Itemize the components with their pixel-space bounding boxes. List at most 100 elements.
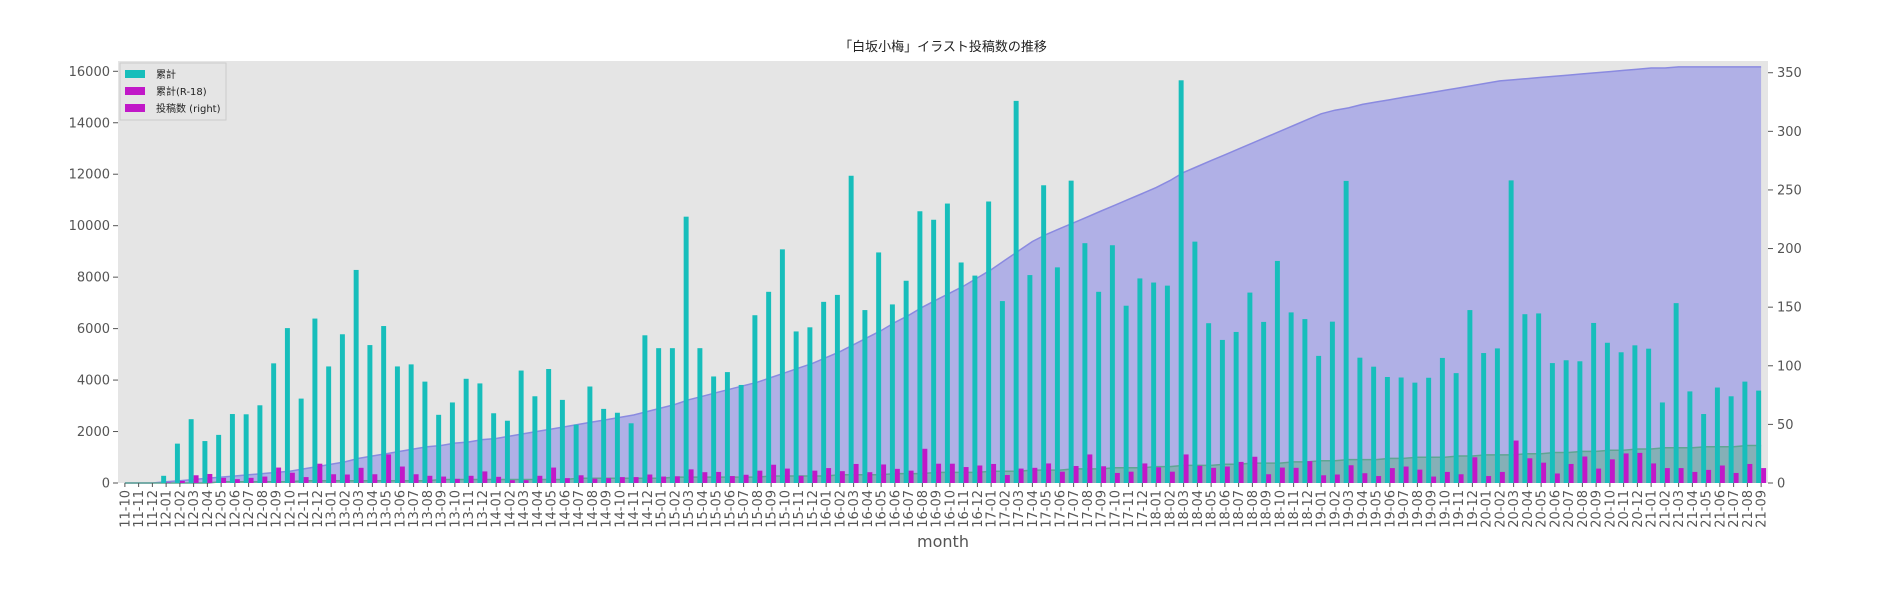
x-tick-label: 16-10 — [943, 490, 958, 528]
bar-r18-13-03 — [358, 467, 364, 483]
bar-r18-14-06 — [564, 478, 570, 483]
bar-r18-18-10 — [1279, 467, 1285, 483]
bar-total-17-12 — [1137, 278, 1143, 483]
bar-r18-12-06 — [234, 479, 240, 483]
bar-r18-16-10 — [949, 463, 955, 483]
bar-total-12-04 — [202, 441, 208, 483]
x-tick-label: 13-02 — [338, 490, 353, 528]
bar-r18-18-01 — [1156, 467, 1162, 483]
bar-total-14-02 — [504, 420, 510, 483]
bar-total-18-10 — [1274, 260, 1280, 483]
bar-r18-21-02 — [1664, 468, 1670, 483]
x-tick-label: 18-06 — [1218, 490, 1233, 528]
bar-r18-19-09 — [1431, 476, 1437, 483]
bar-total-21-03 — [1673, 303, 1679, 483]
y-tick-label: 0 — [102, 477, 110, 492]
bar-r18-20-11 — [1623, 453, 1629, 483]
x-tick-label: 17-11 — [1122, 490, 1137, 528]
bar-total-14-03 — [518, 370, 524, 483]
bar-total-14-07 — [573, 424, 579, 483]
x-tick-label: 12-04 — [201, 490, 216, 528]
x-tick-label: 20-07 — [1562, 490, 1577, 528]
x-tick-label: 18-10 — [1273, 490, 1288, 528]
bar-r18-18-03 — [1183, 454, 1189, 483]
x-tick-label: 20-08 — [1576, 490, 1591, 528]
x-tick-label: 12-05 — [215, 490, 230, 528]
x-tick-label: 17-06 — [1053, 490, 1068, 528]
bar-total-20-07 — [1563, 360, 1569, 483]
x-tick-label: 16-04 — [861, 490, 876, 528]
bar-total-15-09 — [766, 291, 772, 483]
y-tick-label: 16000 — [69, 65, 110, 80]
bar-r18-16-01 — [826, 468, 832, 483]
y-tick-label: 10000 — [69, 219, 110, 234]
bar-total-16-02 — [834, 294, 840, 483]
x-tick-label: 13-09 — [435, 490, 450, 528]
bar-total-19-06 — [1384, 376, 1390, 483]
area-series-total — [124, 66, 1762, 484]
x-tick-label: 12-02 — [173, 490, 188, 528]
bar-r18-12-04 — [207, 473, 213, 483]
bar-r18-13-05 — [386, 454, 392, 483]
bar-total-16-11 — [958, 262, 964, 483]
bar-r18-14-11 — [633, 477, 639, 483]
bar-total-21-05 — [1701, 414, 1707, 483]
y2-tick-label: 100 — [1777, 359, 1802, 374]
x-tick-label: 11-10 — [118, 490, 133, 528]
bar-r18-15-11 — [798, 475, 804, 483]
x-tick-label: 15-08 — [751, 490, 766, 528]
x-tick-label: 14-08 — [586, 490, 601, 528]
bar-r18-16-05 — [881, 464, 887, 483]
x-tick-label: 14-09 — [600, 490, 615, 528]
x-tick-label: 19-06 — [1383, 490, 1398, 528]
bar-r18-13-09 — [441, 476, 447, 483]
bar-total-16-03 — [848, 175, 854, 483]
bar-r18-15-01 — [661, 476, 667, 483]
x-tick-label: 15-03 — [682, 490, 697, 528]
y-tick-label: 4000 — [77, 374, 110, 389]
x-tick-label: 17-08 — [1081, 490, 1096, 528]
bar-total-13-03 — [353, 269, 359, 483]
bar-total-20-11 — [1618, 352, 1624, 483]
legend: 累計 累計(R-18) 投稿数 (right) — [119, 62, 227, 121]
bar-r18-14-05 — [551, 467, 557, 483]
y-tick-label: 14000 — [69, 116, 110, 131]
x-tick-label: 20-12 — [1631, 490, 1646, 528]
bar-total-18-08 — [1247, 292, 1253, 483]
bar-total-20-04 — [1522, 314, 1528, 483]
bar-r18-20-09 — [1596, 468, 1602, 483]
bar-r18-12-12 — [317, 463, 323, 483]
bar-total-13-05 — [381, 326, 387, 483]
x-tick-label: 17-03 — [1012, 490, 1027, 528]
x-tick-label: 20-11 — [1617, 490, 1632, 528]
bar-total-16-07 — [903, 280, 909, 483]
x-tick-label: 18-05 — [1205, 490, 1220, 528]
bar-r18-14-12 — [647, 474, 653, 483]
x-tick-label: 13-12 — [476, 490, 491, 528]
bar-r18-19-02 — [1334, 474, 1340, 483]
bar-total-20-10 — [1604, 342, 1610, 483]
bar-total-20-01 — [1481, 353, 1487, 483]
bar-total-15-06 — [724, 372, 730, 483]
bar-r18-17-02 — [1004, 475, 1010, 483]
x-tick-label: 14-06 — [558, 490, 573, 528]
x-tick-label: 17-07 — [1067, 490, 1082, 528]
x-tick-label: 17-01 — [985, 490, 1000, 528]
bar-total-15-01 — [656, 348, 662, 483]
legend-swatch-posts — [125, 104, 145, 112]
bar-total-13-12 — [477, 383, 483, 483]
bar-total-12-11 — [298, 398, 304, 483]
x-tick-label: 16-03 — [847, 490, 862, 528]
bar-total-13-04 — [367, 345, 373, 483]
bar-r18-14-07 — [578, 475, 584, 483]
bar-total-21-06 — [1714, 387, 1720, 483]
bar-total-14-01 — [491, 413, 497, 483]
bar-r18-20-12 — [1637, 452, 1643, 483]
bar-r18-18-11 — [1293, 467, 1299, 483]
x-tick-label: 21-07 — [1727, 490, 1742, 528]
bar-r18-16-11 — [963, 467, 969, 483]
x-tick-label: 15-11 — [792, 490, 807, 528]
bar-total-20-02 — [1494, 348, 1500, 483]
bar-r18-12-10 — [289, 472, 295, 483]
x-tick-label: 20-02 — [1493, 490, 1508, 528]
